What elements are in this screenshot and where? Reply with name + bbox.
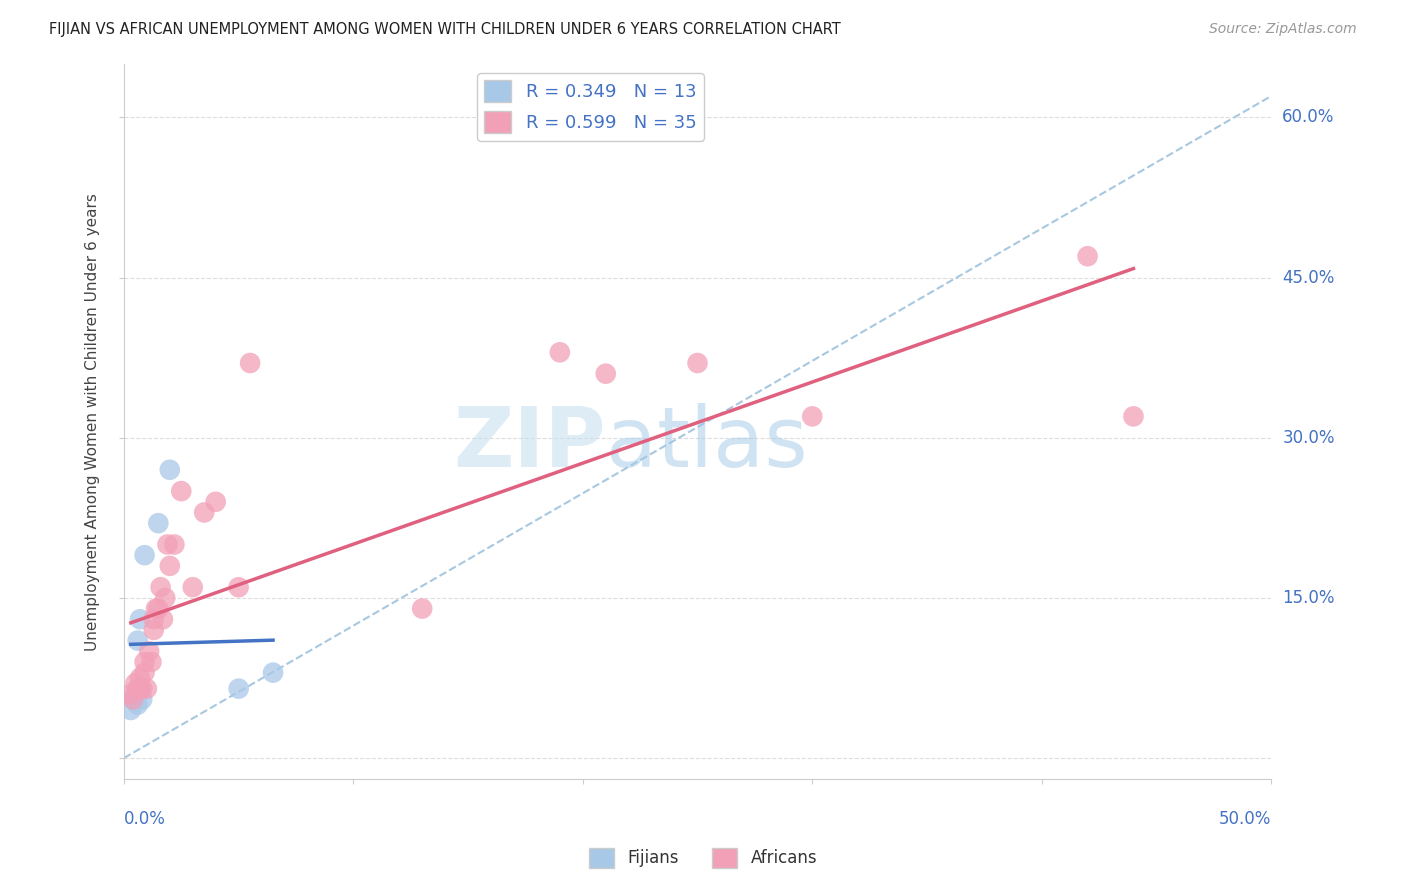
Point: [134, 655, 156, 669]
Point: [142, 623, 165, 637]
Point: [124, 676, 146, 690]
Point: [124, 687, 146, 701]
Text: 30.0%: 30.0%: [1282, 429, 1334, 447]
Point: [152, 612, 174, 626]
Point: [131, 692, 153, 706]
Point: [163, 537, 186, 551]
Text: 50.0%: 50.0%: [1219, 810, 1271, 828]
Point: [129, 612, 152, 626]
Point: [548, 345, 571, 359]
Point: [228, 580, 250, 594]
Point: [159, 558, 181, 573]
Point: [129, 671, 152, 685]
Point: [127, 698, 149, 712]
Point: [142, 612, 165, 626]
Point: [138, 644, 160, 658]
Text: ZIP: ZIP: [453, 402, 606, 483]
Point: [595, 367, 617, 381]
Point: [1122, 409, 1144, 424]
Text: 0.0%: 0.0%: [124, 810, 166, 828]
Point: [134, 548, 156, 562]
Text: atlas: atlas: [606, 402, 807, 483]
Legend: Fijians, Africans: Fijians, Africans: [582, 841, 824, 875]
Point: [129, 681, 152, 696]
Point: [127, 681, 149, 696]
Text: 60.0%: 60.0%: [1282, 109, 1334, 127]
Point: [155, 591, 177, 605]
Point: [181, 580, 204, 594]
Text: 15.0%: 15.0%: [1282, 589, 1334, 607]
Point: [193, 506, 215, 520]
Point: [228, 681, 250, 696]
Point: [134, 665, 156, 680]
Point: [262, 665, 284, 680]
Point: [141, 655, 163, 669]
Text: FIJIAN VS AFRICAN UNEMPLOYMENT AMONG WOMEN WITH CHILDREN UNDER 6 YEARS CORRELATI: FIJIAN VS AFRICAN UNEMPLOYMENT AMONG WOM…: [49, 22, 841, 37]
Point: [149, 580, 172, 594]
Point: [148, 516, 170, 530]
Point: [129, 681, 152, 696]
Point: [159, 463, 181, 477]
Text: Source: ZipAtlas.com: Source: ZipAtlas.com: [1209, 22, 1357, 37]
Y-axis label: Unemployment Among Women with Children Under 6 years: Unemployment Among Women with Children U…: [86, 193, 100, 650]
Point: [148, 601, 170, 615]
Point: [120, 703, 142, 717]
Point: [239, 356, 262, 370]
Point: [801, 409, 824, 424]
Point: [145, 601, 167, 615]
Legend: R = 0.349   N = 13, R = 0.599   N = 35: R = 0.349 N = 13, R = 0.599 N = 35: [477, 73, 704, 141]
Point: [686, 356, 709, 370]
Point: [120, 687, 142, 701]
Point: [170, 484, 193, 499]
Point: [411, 601, 433, 615]
Point: [122, 692, 145, 706]
Point: [135, 681, 157, 696]
Point: [122, 692, 145, 706]
Point: [131, 681, 153, 696]
Point: [204, 495, 226, 509]
Text: 45.0%: 45.0%: [1282, 268, 1334, 286]
Point: [156, 537, 179, 551]
Point: [1077, 249, 1099, 263]
Point: [127, 633, 149, 648]
